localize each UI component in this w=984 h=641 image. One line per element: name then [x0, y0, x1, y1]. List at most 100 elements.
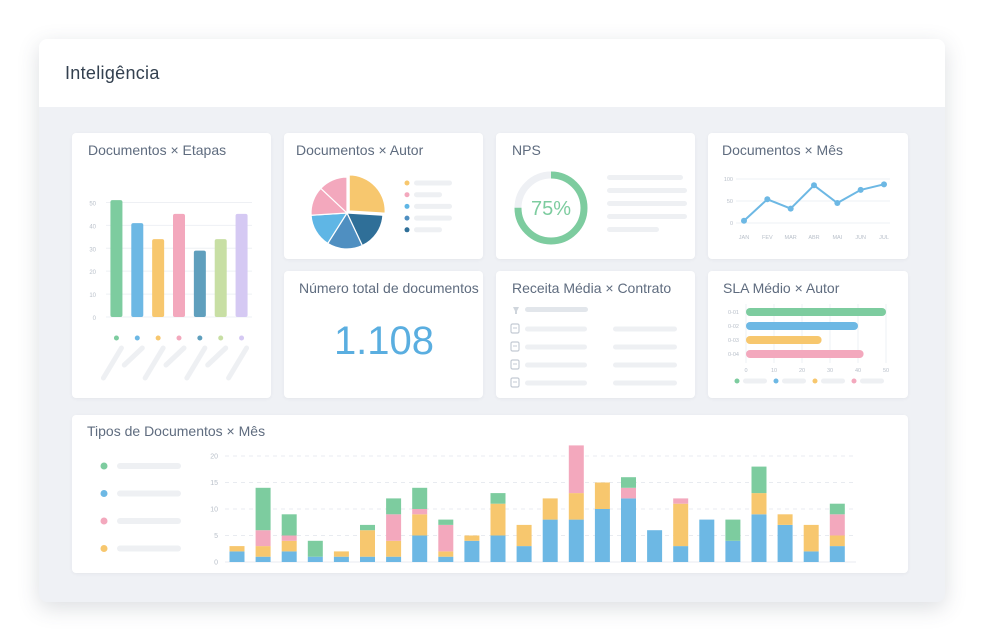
dashboard-window: Inteligência Documentos × Etapas 0 10 20 30…: [39, 39, 945, 602]
etapas-xlabel-placeholder: [184, 345, 208, 381]
receita-header-placeholder: [525, 307, 588, 312]
tipos-bar-segment: [229, 551, 245, 562]
mes-xtick-label: JUL: [879, 235, 889, 241]
tipos-bar-segment: [386, 514, 402, 541]
receita-list: [510, 307, 677, 388]
sla-category-label: 0-02: [728, 324, 739, 330]
sla-legend-dot: [851, 378, 857, 384]
autor-legend-placeholder: [414, 227, 442, 233]
mes-xtick-label: FEV: [762, 235, 773, 241]
tipos-bar-segment: [647, 530, 663, 562]
tipos-bar-segment: [516, 546, 532, 562]
tipos-bar-segment: [255, 487, 271, 531]
mes-xtick-label: ABR: [808, 235, 819, 241]
document-icon: [510, 341, 520, 352]
sla-xtick-label: 40: [855, 368, 861, 374]
tipos-bar-segment: [333, 551, 349, 557]
tipos-bar-segment: [386, 498, 402, 515]
etapas-xlabel-placeholder: [100, 345, 124, 381]
tipos-bar-segment: [412, 514, 428, 536]
tipos-legend-placeholder: [117, 518, 181, 524]
tipos-bar-segment: [725, 540, 741, 562]
etapas-bar: [235, 213, 248, 317]
tipos-bar-segment: [412, 487, 428, 509]
mes-data-point: [881, 181, 887, 188]
mes-data-point: [857, 186, 864, 193]
sla-xtick-label: 50: [883, 368, 889, 374]
tipos-bar-segment: [673, 498, 689, 504]
autor-legend-dot: [404, 215, 410, 221]
card-nps[interactable]: NPS 75%: [496, 133, 695, 259]
document-icon: [510, 359, 520, 370]
tipos-ytick-label: 15: [210, 480, 218, 487]
receita-value-placeholder: [613, 362, 677, 368]
tipos-bar-segment: [594, 509, 610, 562]
tipos-legend-placeholder: [117, 545, 181, 552]
tipos-bar-segment: [751, 514, 767, 562]
tipos-bar-segment: [490, 503, 506, 536]
tipos-bar-segment: [438, 524, 454, 552]
card-tipos-documentos[interactable]: Tipos de Documentos × Mês 0 5 10 15 20: [72, 415, 908, 573]
tipos-bar-segment: [438, 551, 454, 557]
card-numero-total[interactable]: Número total de documentos 1.108: [284, 271, 483, 398]
mes-data-point: [764, 196, 771, 203]
etapas-chart: 0 10 20 30 40 50: [89, 200, 252, 381]
etapas-legend-dot: [218, 335, 224, 341]
etapas-legend-dot: [176, 335, 182, 341]
sla-legend-dot: [734, 378, 740, 384]
tipos-bar-segment: [281, 514, 297, 536]
sla-xtick-label: 0: [744, 368, 747, 374]
tipos-bar-segment: [490, 535, 506, 562]
etapas-bar: [193, 250, 206, 317]
tipos-ytick-label: 10: [210, 507, 218, 514]
nps-value: 75%: [531, 198, 571, 220]
tipos-bar-segment: [307, 556, 323, 562]
tipos-bar-segment: [438, 519, 454, 525]
etapas-legend-dot: [197, 335, 203, 341]
etapas-bar: [214, 239, 227, 317]
card-receita-media[interactable]: Receita Média × Contrato: [496, 271, 695, 398]
nps-gauge: 75%: [514, 171, 687, 245]
tipos-ytick-label: 20: [210, 454, 218, 461]
tipos-bar-segment: [360, 524, 375, 531]
tipos-bar-segment: [673, 546, 689, 562]
card-documentos-autor[interactable]: Documentos × Autor: [284, 133, 483, 259]
card-documentos-etapas[interactable]: Documentos × Etapas 0 10 20 30 40 50: [72, 133, 271, 398]
etapas-xlabel-placeholder: [205, 345, 229, 368]
tipos-bar-segment: [829, 535, 845, 547]
nps-text-placeholder: [607, 227, 659, 232]
etapas-bar: [173, 213, 185, 317]
etapas-ytick-label: 30: [89, 247, 96, 253]
mes-data-point: [811, 182, 817, 189]
tipos-bar-segment: [777, 514, 793, 525]
tipos-bar-segment: [412, 509, 428, 515]
card-documentos-mes[interactable]: Documentos × Mês 100 50 0 JAN FEV MAR ABR MAI JU…: [708, 133, 908, 259]
autor-pie-chart: [310, 174, 452, 250]
sla-xtick-label: 30: [827, 368, 833, 374]
receita-value-placeholder: [613, 344, 677, 350]
tipos-bar-segment: [255, 546, 271, 557]
card-title-tipos: Tipos de Documentos × Mês: [87, 423, 266, 439]
tipos-bar-segment: [542, 519, 558, 562]
tipos-bar-segment: [464, 540, 480, 562]
mes-xtick-label: JUN: [855, 235, 866, 241]
tipos-bar-segment: [829, 546, 845, 562]
tipos-legend-dot: [100, 517, 108, 525]
mes-ytick-label: 0: [730, 221, 733, 227]
mes-line-chart: 100 50 0 JAN FEV MAR ABR MAI JUN JUL: [724, 177, 890, 241]
tipos-bar-segment: [751, 493, 767, 515]
card-title-autor: Documentos × Autor: [296, 142, 424, 158]
etapas-ytick-label: 10: [89, 293, 96, 299]
tipos-bar-segment: [542, 498, 558, 520]
mes-data-point: [741, 217, 747, 224]
tipos-bar-segment: [255, 556, 271, 562]
tipos-bar-segment: [386, 556, 402, 562]
sla-bar-chart: 0 10 20 30 40 50 0-01 0-02 0-03 0-04: [728, 304, 889, 384]
total-value: 1.108: [333, 319, 435, 363]
etapas-ytick-label: 20: [89, 270, 96, 276]
card-sla-medio[interactable]: SLA Médio × Autor 0 10 20 30 40 50 0-01 0-02 0-0…: [708, 271, 908, 398]
sla-bar: [746, 322, 858, 330]
tipos-bar-segment: [333, 556, 349, 562]
mes-ytick-label: 100: [724, 177, 733, 183]
tipos-bar-segment: [360, 530, 375, 557]
